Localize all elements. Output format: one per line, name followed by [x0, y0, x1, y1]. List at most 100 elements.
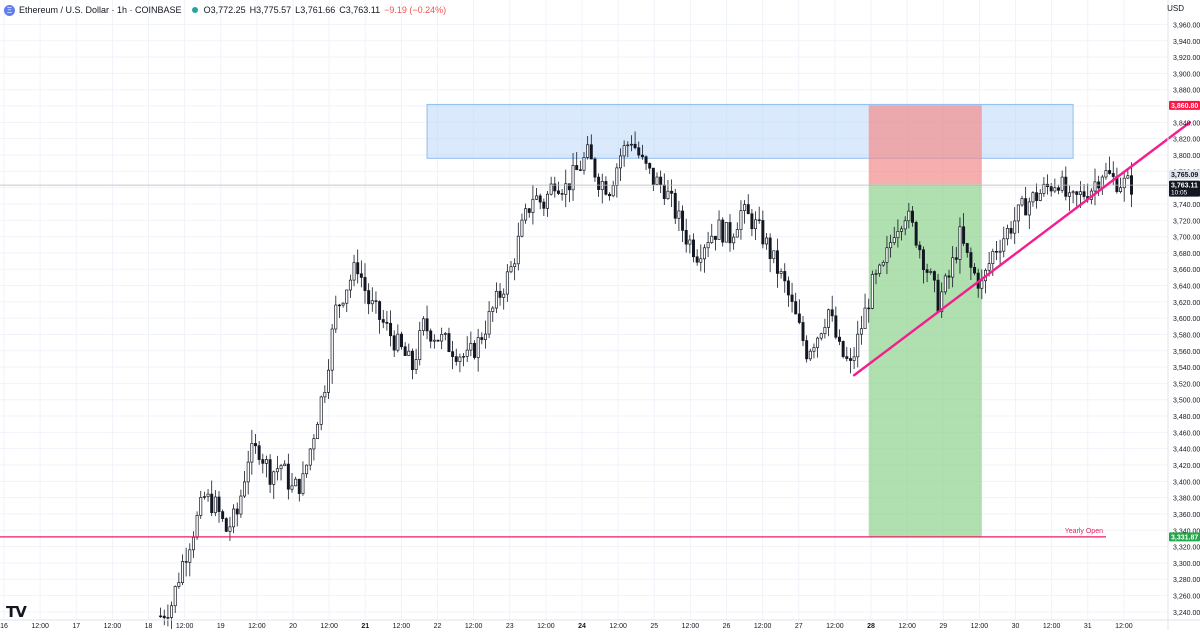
- candle-body: [1126, 175, 1130, 179]
- candle-body: [965, 243, 969, 253]
- candle-body: [560, 193, 564, 195]
- candle-body: [206, 493, 210, 497]
- candle-body: [593, 158, 597, 178]
- candle-body: [170, 605, 174, 618]
- price-tick-label: 3,300.00: [1173, 561, 1200, 568]
- candle-body: [323, 392, 327, 398]
- candle-body: [772, 250, 776, 259]
- candle-body: [210, 493, 214, 514]
- candle-body: [775, 250, 779, 274]
- candle-body: [181, 561, 184, 583]
- candle-body: [994, 251, 998, 253]
- candle-body: [575, 165, 579, 171]
- candle-body: [921, 249, 925, 271]
- drawing-zones: [426, 103, 1074, 537]
- candle-body: [1071, 191, 1075, 194]
- price-tag-label: 3,331.87: [1171, 534, 1198, 541]
- candle-body: [494, 290, 498, 309]
- candle-body: [465, 349, 469, 357]
- price-tick-label: 3,700.00: [1173, 235, 1200, 242]
- candle-body: [911, 210, 914, 223]
- candle-body: [644, 156, 648, 164]
- candle-body: [692, 239, 695, 258]
- currency-label[interactable]: USD: [1167, 4, 1184, 13]
- candle-body: [958, 226, 962, 260]
- candle-body: [316, 424, 320, 439]
- candle-body: [834, 315, 838, 338]
- candle-body: [695, 256, 699, 263]
- candle-body: [213, 496, 217, 514]
- time-tick-label: 12:00: [248, 623, 266, 630]
- price-tick-label: 3,920.00: [1173, 55, 1200, 62]
- candle-body: [567, 183, 571, 191]
- candle-body: [1122, 177, 1126, 189]
- time-tick-label: 25: [650, 623, 658, 630]
- time-tick-label: 31: [1084, 623, 1092, 630]
- low-value: 3,761.66: [300, 5, 336, 15]
- candle-body: [352, 262, 356, 281]
- candle-body: [918, 244, 922, 251]
- candle-body: [651, 167, 655, 185]
- candle-body: [407, 350, 411, 356]
- candle-body: [542, 201, 546, 209]
- candle-body: [1082, 191, 1086, 197]
- candle-body: [1031, 192, 1035, 203]
- symbol-title[interactable]: Ethereum / U.S. Dollar · 1h · COINBASE: [19, 5, 182, 15]
- candle-body: [531, 198, 535, 213]
- candle-body: [440, 334, 444, 342]
- candle-body: [604, 181, 608, 195]
- price-tag-label: 3,860.80: [1171, 103, 1198, 110]
- price-tag-label: 3,765.09: [1171, 172, 1198, 179]
- candle-body: [239, 495, 243, 515]
- candle-body: [900, 228, 904, 232]
- candle-body: [297, 478, 301, 494]
- price-tick-label: 3,400.00: [1173, 479, 1200, 486]
- price-tick-label: 3,880.00: [1173, 88, 1200, 95]
- candle-body: [874, 273, 878, 275]
- price-tag-grey: [1169, 169, 1200, 179]
- candle-body: [626, 144, 630, 147]
- candle-body: [451, 351, 455, 357]
- candle-body: [743, 204, 747, 211]
- candle-body: [841, 341, 845, 357]
- candle-body: [903, 220, 907, 230]
- candle-body: [980, 280, 984, 289]
- candle-body: [363, 277, 367, 291]
- tradingview-logo[interactable]: TV: [6, 603, 27, 621]
- candle-body: [370, 300, 374, 305]
- candle-body: [429, 330, 433, 342]
- time-tick-label: 24: [578, 623, 586, 630]
- time-tick-label: 18: [145, 623, 153, 630]
- candle-body: [1064, 176, 1068, 197]
- candle-body: [808, 350, 812, 360]
- candle-body: [1038, 192, 1042, 201]
- candle-body: [830, 309, 834, 317]
- candle-body: [1009, 227, 1013, 234]
- open-label: O: [203, 5, 211, 15]
- candle-body: [885, 247, 889, 263]
- grid: [0, 0, 1168, 620]
- candle-body: [348, 279, 352, 291]
- candle-body: [987, 263, 991, 271]
- candle-body: [681, 210, 685, 231]
- candle-body: [1104, 170, 1108, 178]
- candle-body: [257, 445, 261, 460]
- candle-body: [951, 257, 955, 278]
- candle-body: [286, 463, 290, 490]
- candle-body: [1002, 238, 1006, 252]
- candle-body: [290, 485, 294, 490]
- candle-body: [892, 237, 896, 244]
- candle-body: [195, 515, 199, 538]
- candle-body: [586, 144, 590, 158]
- candle-body: [232, 508, 236, 528]
- time-tick-label: 21: [361, 623, 369, 630]
- symbol-header: Ξ Ethereum / U.S. Dollar · 1h · COINBASE…: [4, 3, 446, 17]
- candle-body: [447, 333, 451, 353]
- candle-body: [367, 290, 371, 305]
- candle-body: [356, 262, 360, 275]
- candle-body: [721, 219, 725, 243]
- ethereum-icon: Ξ: [4, 4, 15, 16]
- candle-body: [337, 304, 341, 307]
